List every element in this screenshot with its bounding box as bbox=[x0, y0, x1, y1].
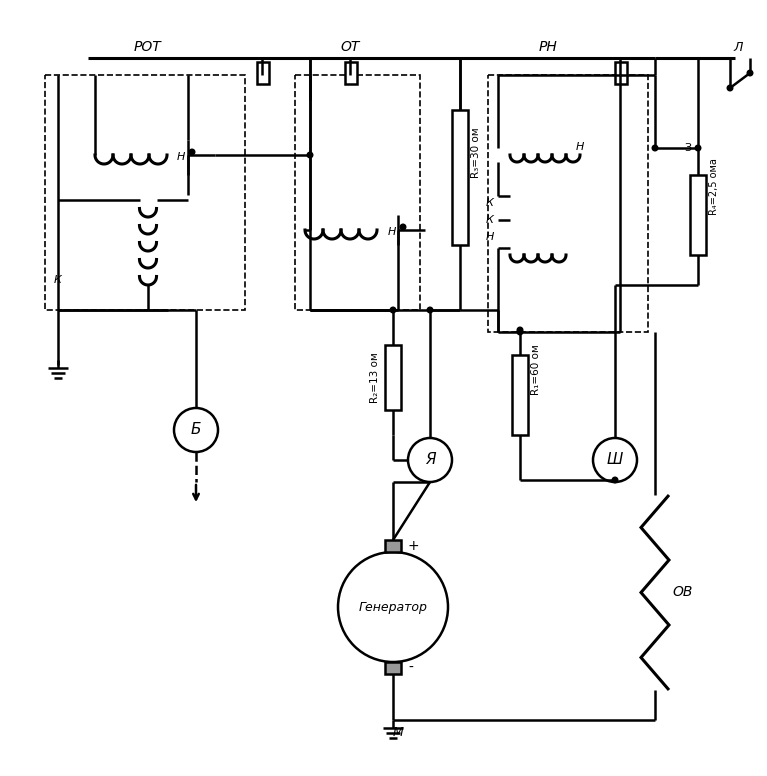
Text: Н: Н bbox=[177, 152, 185, 162]
Circle shape bbox=[390, 307, 396, 313]
Text: ОТ: ОТ bbox=[341, 40, 360, 54]
Text: К: К bbox=[54, 275, 62, 285]
Circle shape bbox=[308, 152, 313, 158]
Circle shape bbox=[338, 552, 448, 662]
Text: ОВ: ОВ bbox=[673, 586, 693, 600]
Bar bbox=[385, 662, 401, 674]
Bar bbox=[385, 540, 401, 552]
Text: R₃=30 ом: R₃=30 ом bbox=[471, 126, 481, 178]
Circle shape bbox=[174, 408, 218, 452]
Circle shape bbox=[652, 145, 658, 151]
Text: М: М bbox=[393, 726, 403, 740]
Circle shape bbox=[408, 438, 452, 482]
Text: РН: РН bbox=[538, 40, 558, 54]
Bar bbox=[690, 175, 706, 255]
Text: К: К bbox=[486, 215, 494, 225]
Bar bbox=[45, 75, 245, 310]
Circle shape bbox=[612, 477, 617, 483]
Bar bbox=[257, 62, 269, 84]
Circle shape bbox=[727, 85, 732, 91]
Circle shape bbox=[427, 307, 433, 313]
Text: R₁=60 ом: R₁=60 ом bbox=[531, 345, 541, 395]
Text: R₄=2,5 ома: R₄=2,5 ома bbox=[709, 158, 719, 215]
Circle shape bbox=[747, 70, 752, 76]
Text: К: К bbox=[486, 198, 494, 208]
Text: -: - bbox=[409, 661, 413, 675]
Text: Ш: Ш bbox=[607, 452, 623, 467]
Circle shape bbox=[517, 327, 523, 333]
Circle shape bbox=[593, 438, 637, 482]
Bar bbox=[488, 75, 648, 332]
Text: Генератор: Генератор bbox=[358, 601, 427, 614]
Text: РОТ: РОТ bbox=[134, 40, 162, 54]
Text: Я: Я bbox=[425, 452, 436, 467]
Circle shape bbox=[517, 329, 523, 334]
Bar bbox=[385, 345, 401, 410]
Text: Л: Л bbox=[733, 40, 742, 54]
Bar bbox=[512, 355, 528, 435]
Bar bbox=[345, 62, 357, 84]
Text: Н: Н bbox=[576, 142, 584, 152]
Text: З: З bbox=[684, 143, 692, 153]
Text: Н: Н bbox=[388, 227, 397, 237]
Text: Н: Н bbox=[486, 232, 494, 242]
Circle shape bbox=[695, 145, 701, 151]
Circle shape bbox=[189, 149, 195, 154]
Bar bbox=[295, 75, 420, 310]
Text: Б: Б bbox=[191, 422, 201, 438]
Bar bbox=[452, 110, 468, 245]
Circle shape bbox=[400, 224, 406, 230]
Text: +: + bbox=[407, 539, 419, 553]
Bar bbox=[615, 62, 627, 84]
Text: R₂=13 ом: R₂=13 ом bbox=[370, 352, 380, 403]
